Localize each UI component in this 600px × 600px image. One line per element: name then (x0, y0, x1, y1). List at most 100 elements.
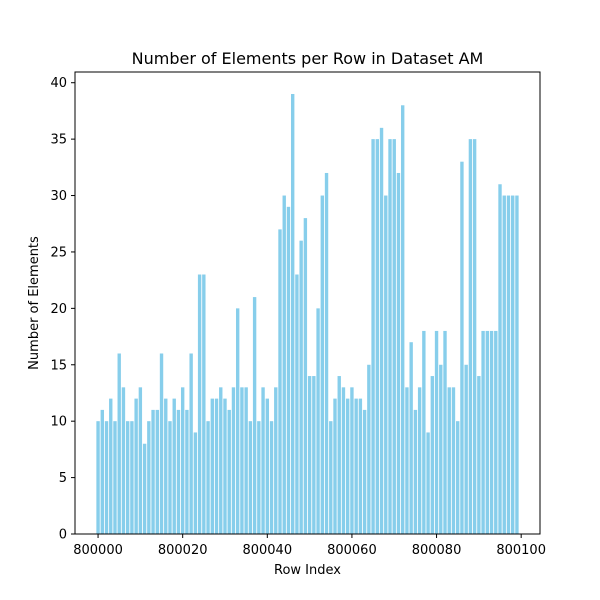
y-tick-label: 30 (50, 189, 67, 204)
bar (231, 387, 236, 534)
bar (379, 127, 384, 534)
bar (477, 376, 481, 534)
axes-group: 0 5 10 15 20 25 30 35 40 800000 800020 800040 800060… (50, 71, 546, 558)
bar (307, 376, 312, 534)
bar (147, 421, 151, 534)
bar (388, 139, 392, 534)
bar (350, 387, 354, 534)
bar (468, 139, 473, 534)
bar (443, 330, 447, 534)
bar (261, 387, 265, 534)
bar (417, 387, 422, 534)
bar (202, 274, 206, 534)
bar (240, 387, 244, 534)
bar (511, 195, 515, 535)
bar (235, 308, 240, 534)
bar (409, 342, 413, 534)
y-tick-label: 35 (50, 133, 67, 148)
bar (451, 387, 456, 534)
chart-title: Number of Elements per Row in Dataset AM (132, 49, 484, 68)
bar (439, 364, 443, 534)
bar (168, 421, 172, 534)
bar (362, 409, 367, 534)
x-tick-label: 800060 (327, 543, 377, 558)
bar (367, 364, 371, 534)
bar (96, 421, 100, 534)
bar (489, 330, 494, 534)
bar (286, 206, 291, 535)
bar (223, 398, 227, 534)
bar (472, 139, 477, 534)
bar (206, 421, 210, 534)
bar (485, 330, 490, 534)
y-axis-label: Number of Elements (27, 236, 42, 370)
bar (346, 398, 350, 534)
bar (460, 161, 464, 534)
bar (316, 308, 320, 534)
bar (117, 353, 121, 534)
bar (371, 139, 375, 534)
bar (210, 398, 214, 534)
bar (134, 398, 138, 534)
y-tick-label: 25 (50, 245, 67, 260)
x-tick-label: 800020 (158, 543, 208, 558)
bar (498, 184, 502, 534)
bar (125, 421, 130, 534)
bar (180, 387, 185, 534)
x-tick-label: 800040 (242, 543, 292, 558)
bar (227, 409, 231, 534)
bar (193, 432, 198, 534)
bar (464, 364, 468, 534)
bar (172, 398, 176, 534)
y-tick-label: 15 (50, 358, 67, 373)
bar (274, 387, 278, 534)
bar (121, 387, 126, 534)
bar (337, 376, 341, 534)
y-tick-label: 10 (50, 415, 67, 430)
x-tick-label: 800080 (412, 543, 462, 558)
bar (282, 195, 286, 535)
bar (341, 387, 346, 534)
bar (354, 398, 358, 534)
bar (405, 387, 409, 534)
bar (248, 421, 253, 534)
bar (219, 387, 223, 534)
bar (164, 398, 168, 534)
plot-frame (74, 71, 541, 535)
bar (447, 387, 451, 534)
bar (104, 421, 109, 534)
y-tick-label: 0 (59, 528, 67, 543)
bar (176, 409, 181, 534)
bar (312, 376, 316, 534)
bar (290, 94, 295, 534)
bar (333, 398, 337, 534)
bar (494, 330, 498, 534)
bar (257, 421, 261, 534)
bar (269, 421, 274, 534)
bar (396, 172, 401, 534)
bar (422, 330, 426, 534)
bar (278, 229, 282, 534)
bar (252, 297, 257, 534)
bar (299, 240, 303, 534)
y-tick-label: 5 (59, 471, 67, 486)
bar (159, 353, 164, 534)
bar (430, 376, 435, 534)
bar (515, 195, 519, 535)
bar (151, 409, 155, 534)
bar (456, 421, 460, 534)
y-tick-label: 20 (50, 302, 67, 317)
bar (265, 398, 269, 534)
x-tick-label: 800000 (73, 543, 123, 558)
bar (401, 105, 405, 535)
x-axis-label: Row Index (274, 563, 341, 578)
bar (303, 218, 308, 534)
bar (197, 274, 202, 534)
bar (426, 432, 430, 534)
bar (189, 353, 193, 534)
bar (244, 387, 248, 534)
bar (295, 274, 299, 534)
bar (384, 195, 388, 535)
x-tick-label: 800100 (496, 543, 546, 558)
